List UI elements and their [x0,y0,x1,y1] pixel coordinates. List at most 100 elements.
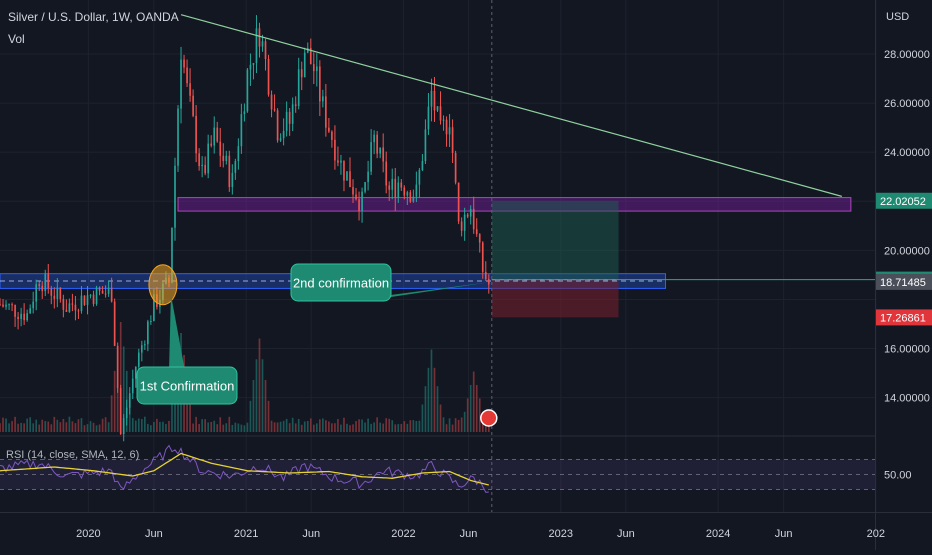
volume-bar [240,424,243,432]
candle-body [11,304,13,306]
candle-body [361,191,363,211]
candle-body [306,47,309,53]
volume-bar [394,424,397,432]
candle-body [343,160,345,181]
candle-body [264,41,267,59]
candle-body [385,161,388,186]
volume-bar [143,416,146,432]
drawing-tools[interactable] [148,14,842,306]
volume-bar [0,423,1,432]
zone-stop [491,279,619,318]
candle-body [370,142,372,172]
volume-bar [364,422,366,432]
candle-body [219,141,222,156]
callout-pointer [169,294,185,371]
volume-bar [484,423,487,432]
volume-bar [2,417,4,432]
volume-bar [231,424,234,432]
candle-body [65,309,68,312]
volume-bar [469,384,472,432]
candle-body [400,182,403,188]
callout-box [290,263,392,302]
candle-body [189,83,191,96]
symbol-title[interactable]: Silver / U.S. Dollar, 1W, OANDA [8,10,179,24]
candle-body [68,303,71,312]
candle-body [451,127,454,154]
candle-body [38,284,41,286]
candle-body [222,155,225,162]
volume-bar [95,425,98,432]
volume-bar [255,359,258,432]
price-label-bg [876,309,932,326]
candle-body [252,63,255,65]
volume-bar [261,359,264,432]
candle-body [487,278,490,285]
volume-bar [445,424,448,432]
volume-bar [71,421,74,432]
candle-body [331,131,333,140]
candle-body [171,227,173,283]
volume-bar [463,411,466,432]
volume-bar [8,423,10,432]
x-tick-label: 2023 [549,528,573,540]
candle-body [119,388,122,435]
volume-bar [472,371,475,432]
candle-body [249,64,252,70]
volume-bar [406,423,409,432]
volume-bar [297,418,300,432]
volume-bar [110,395,113,432]
candle-body [8,304,10,306]
candle-body [83,295,86,305]
volume-bar [322,418,324,432]
candle-body [442,119,445,121]
volume-bar [131,418,134,432]
candle-body [421,161,424,171]
candle-body [80,295,83,312]
candle-body [0,304,1,306]
volume-bar [249,400,252,432]
volume-bar [460,417,463,432]
volume-bar [159,421,161,432]
rsi-line [0,444,489,493]
candle-body [128,393,131,408]
candle-body [183,59,185,68]
volume-bar [243,425,246,432]
annotations[interactable]: 2nd confirmation 1st Confirmation [136,263,498,427]
callout-text: 2nd confirmation [293,276,389,291]
volume-bar [382,423,385,432]
volume-bar [478,398,481,432]
candle-body [415,184,418,197]
candle-body [95,287,98,304]
candle-body [86,295,89,305]
volume-bar [385,418,388,432]
volume-bar [433,367,436,432]
volume-bar [337,419,339,432]
candle-body [41,285,44,292]
candle-body [2,304,4,307]
x-tick-label: 2022 [391,528,415,540]
volume-bar [68,416,71,432]
candle-body [240,114,243,147]
candle-body [147,321,149,345]
candle-body [5,304,7,307]
candle-body [273,109,276,111]
candle-body [478,234,481,243]
rsi-label[interactable]: RSI (14, close, SMA, 12, 6) [6,449,139,461]
volume-bar [291,417,294,432]
price-label: 22.02052 [880,196,926,208]
rsi-pane [0,444,875,493]
y-tick-label: 26.00000 [884,98,930,110]
candle-body [364,182,366,192]
candle-body [53,295,56,299]
volume-bar [270,420,273,432]
candle-body [388,185,391,190]
volume-bar [147,423,149,432]
volume-bar [448,418,451,432]
candle-body [116,345,119,389]
axes: 14.00000 16.00000 20.00000 24.00000 26.00000… [76,49,932,540]
volume-bar [41,419,44,432]
volume-bar [101,418,104,432]
candle-body [445,119,448,135]
